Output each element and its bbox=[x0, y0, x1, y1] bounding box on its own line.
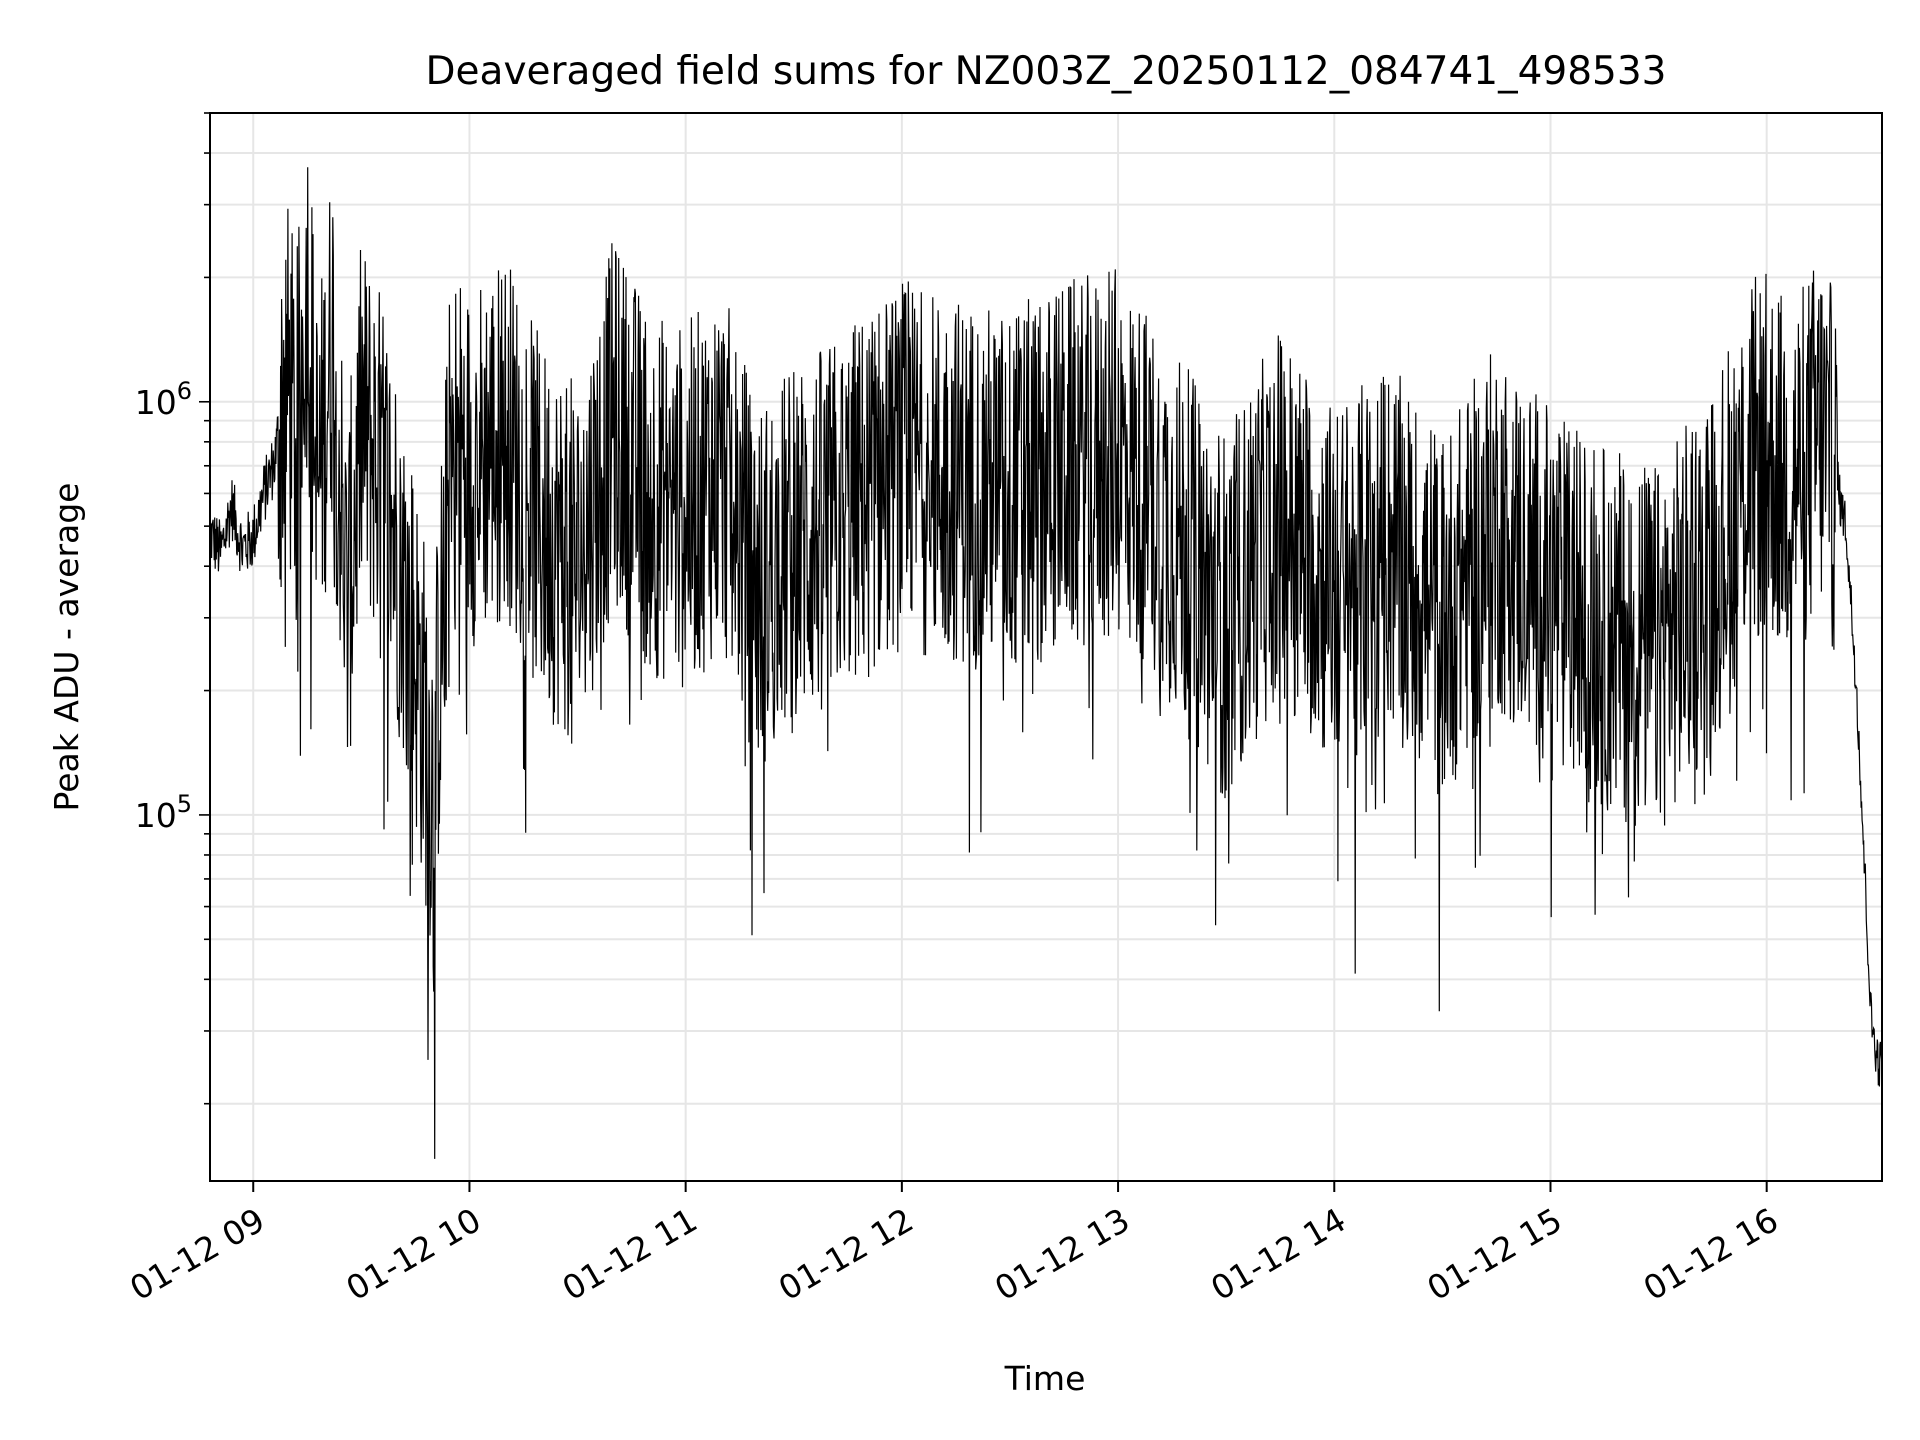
plot-area bbox=[209, 167, 1883, 1159]
y-tick-label: 105 bbox=[135, 790, 192, 835]
chart-title: Deaveraged field sums for NZ003Z_2025011… bbox=[426, 49, 1667, 94]
y-tick-exponent: 5 bbox=[177, 790, 192, 818]
series-line bbox=[209, 167, 1883, 1159]
y-tick-label: 106 bbox=[135, 377, 192, 422]
y-tick-base: 10 bbox=[135, 796, 177, 835]
y-axis-label: Peak ADU - average bbox=[47, 483, 86, 812]
x-axis-label: Time bbox=[1004, 1359, 1086, 1398]
y-tick-base: 10 bbox=[135, 383, 177, 422]
y-tick-exponent: 6 bbox=[177, 377, 192, 405]
axes-frame bbox=[209, 112, 1883, 1182]
